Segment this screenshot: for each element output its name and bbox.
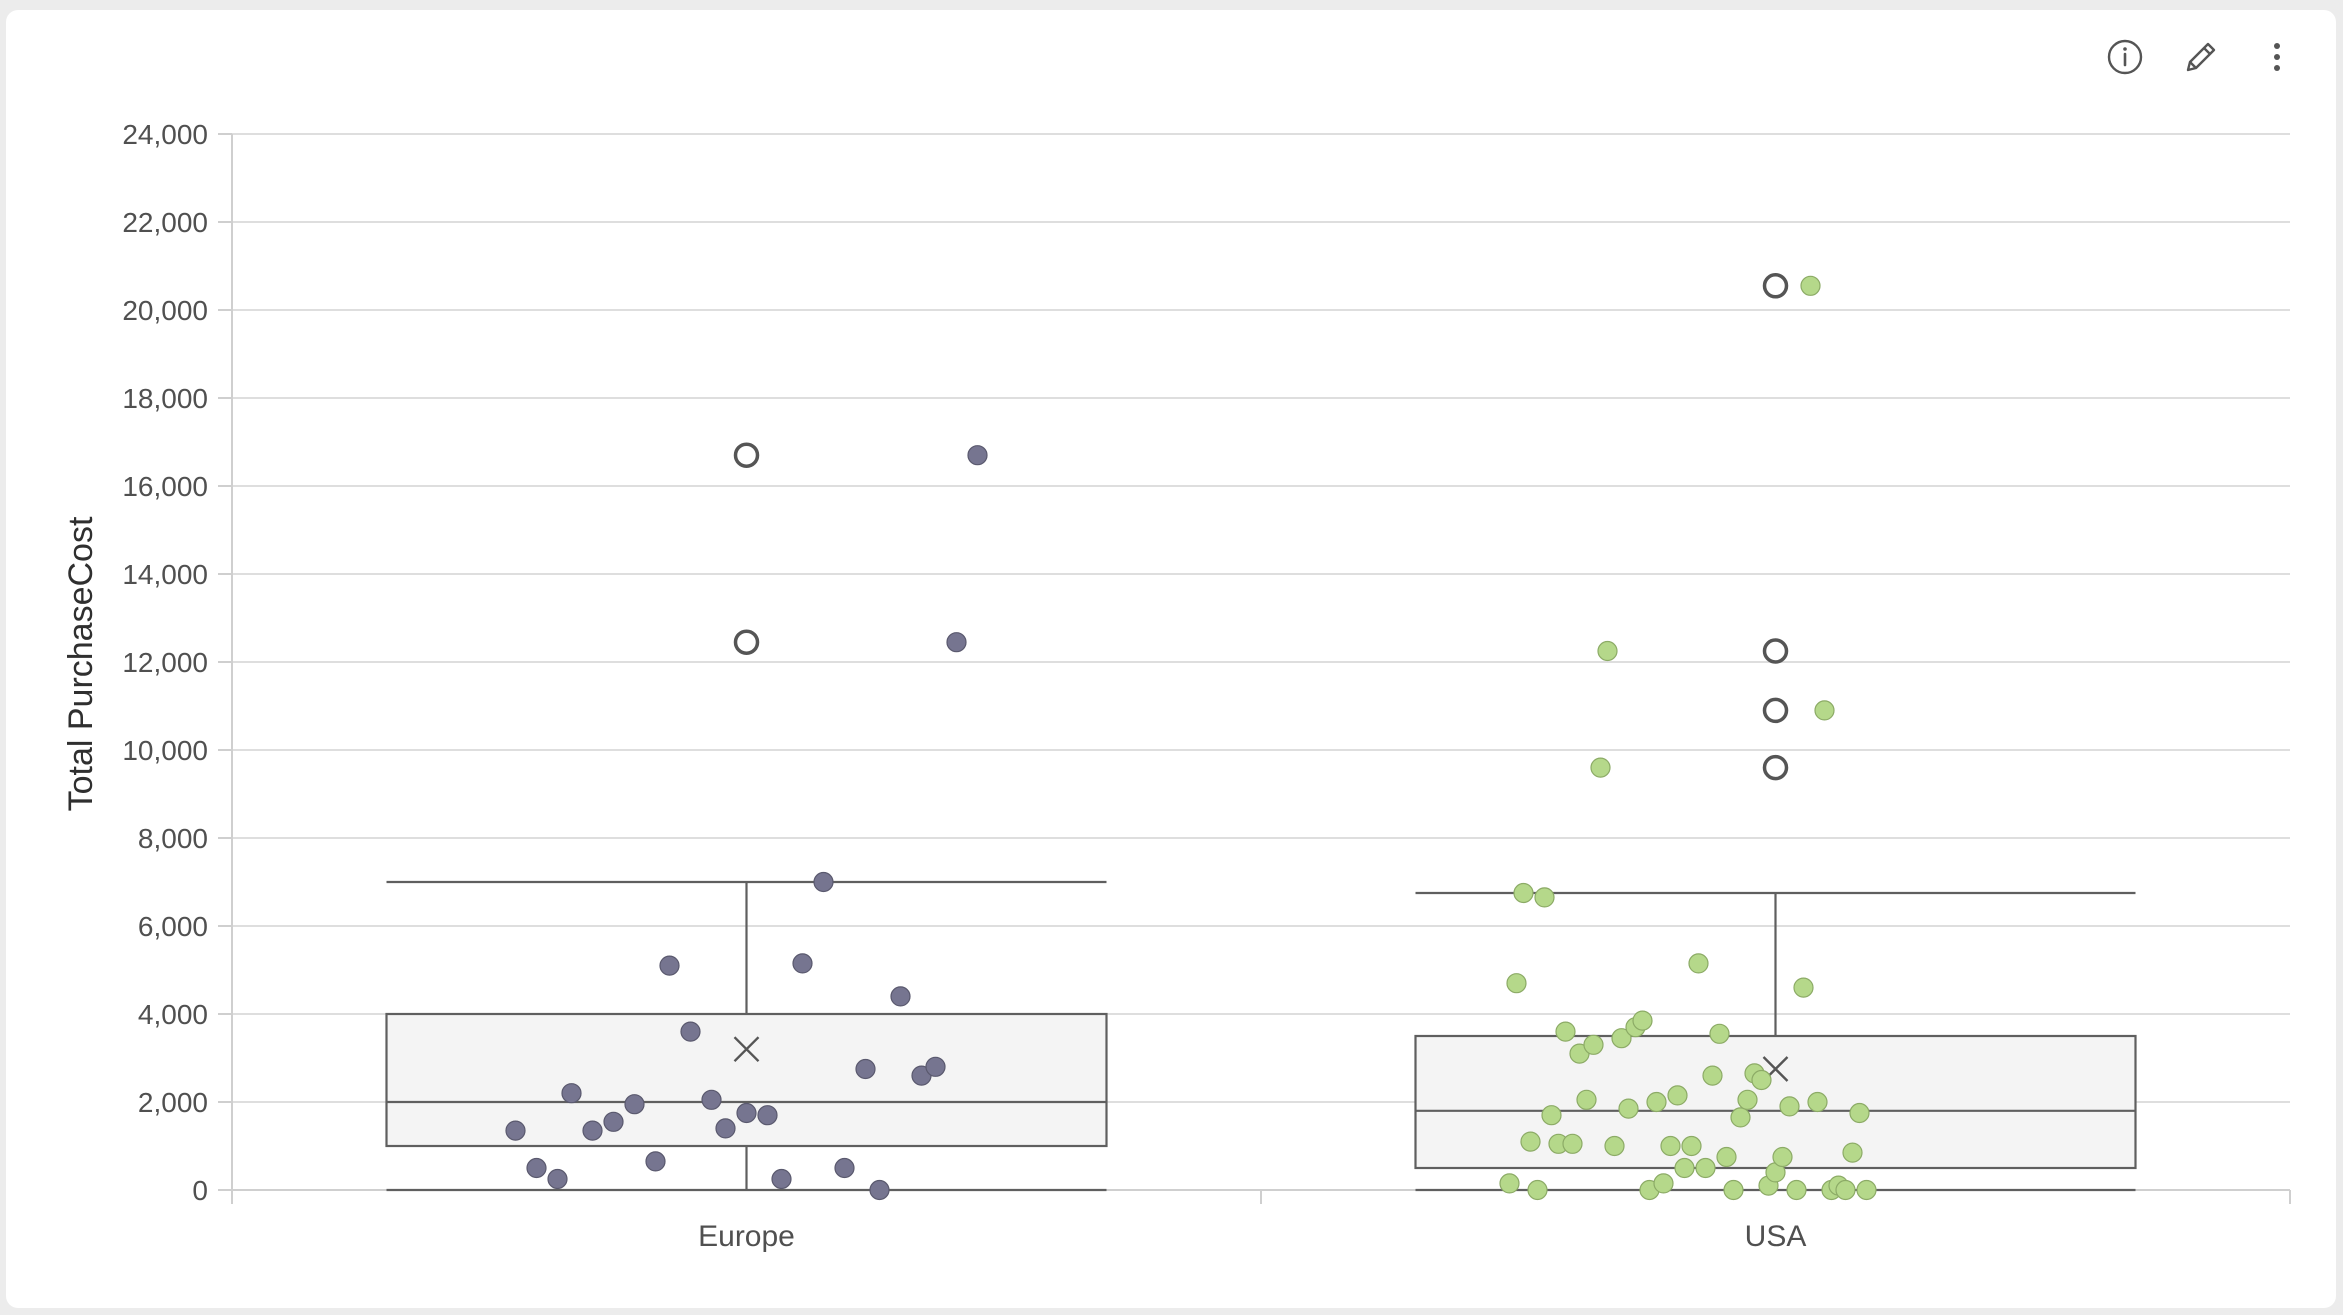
usa-data-point [1632, 1010, 1653, 1031]
usa-data-point [1723, 1179, 1744, 1201]
usa-outlier [1762, 273, 1789, 299]
usa-data-point [1688, 953, 1709, 974]
usa-data-point [1499, 1173, 1520, 1194]
y-tick-label: 12,000 [122, 647, 208, 678]
info-icon [2107, 39, 2143, 75]
europe-data-point [715, 1118, 736, 1139]
y-tick-label: 14,000 [122, 559, 208, 590]
europe-data-point [659, 955, 680, 976]
europe-data-point [582, 1120, 603, 1141]
usa-data-point [1576, 1089, 1597, 1110]
europe-data-point [624, 1094, 645, 1115]
y-tick-label: 20,000 [122, 295, 208, 326]
usa-data-point [1842, 1142, 1863, 1163]
europe-data-point [946, 632, 967, 653]
europe-data-point [561, 1083, 582, 1104]
more-options-button[interactable] [2256, 36, 2298, 78]
more-vertical-icon [2274, 43, 2280, 71]
europe-data-point [645, 1151, 666, 1172]
y-tick-label: 10,000 [122, 735, 208, 766]
usa-data-point [1695, 1157, 1716, 1179]
europe-data-point [736, 1102, 757, 1124]
usa-category-label: USA [1745, 1220, 1807, 1253]
y-tick-label: 4,000 [138, 999, 208, 1030]
y-tick-label: 2,000 [138, 1087, 208, 1118]
europe-category-label: Europe [698, 1220, 795, 1253]
usa-data-point [1681, 1135, 1702, 1157]
usa-data-point [1653, 1173, 1674, 1194]
usa-data-point [1590, 757, 1611, 778]
y-tick-label: 18,000 [122, 383, 208, 414]
usa-data-point [1793, 977, 1814, 998]
europe-data-point [813, 871, 834, 893]
pencil-icon [2186, 42, 2216, 72]
usa-outlier [1762, 697, 1789, 724]
europe-mean-marker [733, 1036, 760, 1063]
europe-data-point [505, 1120, 526, 1141]
usa-data-point [1555, 1021, 1576, 1042]
usa-data-point [1646, 1091, 1667, 1113]
europe-data-point [771, 1168, 792, 1190]
usa-data-point [1618, 1098, 1639, 1119]
usa-data-point [1786, 1179, 1807, 1201]
usa-outlier [1762, 638, 1789, 664]
usa-data-point [1597, 640, 1618, 662]
usa-data-point [1814, 700, 1835, 721]
usa-data-point [1541, 1105, 1562, 1126]
usa-data-point [1660, 1135, 1681, 1157]
europe-data-point [792, 953, 813, 974]
usa-data-point [1674, 1157, 1695, 1179]
europe-box [385, 1012, 1108, 1148]
usa-data-point [1807, 1091, 1828, 1113]
usa-data-point [1604, 1135, 1625, 1157]
europe-data-point [701, 1089, 722, 1110]
y-tick-label: 8,000 [138, 823, 208, 854]
europe-outlier [733, 629, 760, 655]
europe-data-point [547, 1168, 568, 1190]
y-tick-label: 16,000 [122, 471, 208, 502]
europe-data-point [680, 1021, 701, 1042]
usa-data-point [1835, 1179, 1856, 1201]
usa-data-point [1716, 1146, 1737, 1168]
europe-data-point [925, 1056, 946, 1077]
usa-data-point [1527, 1179, 1548, 1201]
usa-data-point [1730, 1107, 1751, 1128]
europe-data-point [869, 1179, 890, 1201]
usa-data-point [1562, 1133, 1583, 1154]
usa-data-point [1520, 1131, 1541, 1152]
europe-data-point [834, 1157, 855, 1179]
usa-data-point [1513, 882, 1534, 904]
europe-data-point [757, 1105, 778, 1126]
usa-data-point [1737, 1089, 1758, 1110]
usa-data-point [1849, 1102, 1870, 1124]
usa-data-point [1667, 1085, 1688, 1106]
info-button[interactable] [2104, 36, 2146, 78]
europe-outlier [733, 442, 760, 468]
usa-data-point [1772, 1146, 1793, 1168]
y-tick-label: 0 [192, 1175, 208, 1206]
usa-data-point [1534, 887, 1555, 908]
europe-data-point [890, 986, 911, 1007]
usa-data-point [1583, 1034, 1604, 1055]
edit-button[interactable] [2180, 36, 2222, 78]
europe-data-point [967, 445, 988, 466]
y-tick-label: 24,000 [122, 119, 208, 150]
usa-data-point [1611, 1028, 1632, 1049]
y-tick-label: 6,000 [138, 911, 208, 942]
usa-outlier [1762, 754, 1789, 781]
usa-data-point [1709, 1023, 1730, 1044]
chart-toolbar [2104, 36, 2298, 78]
europe-data-point [603, 1111, 624, 1132]
usa-data-point [1856, 1179, 1877, 1201]
usa-data-point [1779, 1096, 1800, 1117]
y-axis-title: Total PurchaseCost [62, 516, 100, 811]
usa-data-point [1506, 973, 1527, 994]
europe-data-point [526, 1157, 547, 1179]
usa-data-point [1751, 1069, 1772, 1091]
usa-data-point [1800, 275, 1821, 296]
y-tick-label: 22,000 [122, 207, 208, 238]
usa-data-point [1702, 1065, 1723, 1086]
europe-data-point [855, 1058, 876, 1080]
